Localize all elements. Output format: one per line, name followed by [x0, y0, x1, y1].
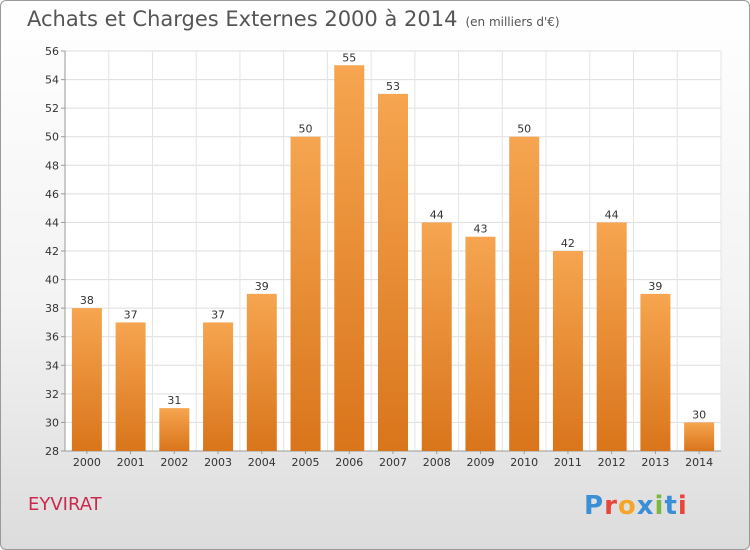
data-label: 50 [299, 123, 313, 136]
x-tick-label: 2007 [379, 456, 407, 469]
data-label: 55 [342, 51, 356, 64]
bar [334, 65, 365, 452]
bar [596, 222, 627, 451]
y-tick-label: 28 [45, 445, 59, 458]
x-tick-label: 2009 [466, 456, 494, 469]
y-tick-label: 56 [45, 45, 59, 58]
y-tick-label: 50 [45, 131, 59, 144]
data-label: 43 [473, 223, 487, 236]
y-tick-label: 34 [45, 359, 59, 372]
data-label: 42 [561, 237, 575, 250]
bar [115, 322, 146, 451]
bar [378, 93, 408, 451]
title-text: Achats et Charges Externes 2000 à 2014 [27, 7, 458, 31]
chart-title: Achats et Charges Externes 2000 à 2014 (e… [27, 7, 560, 31]
data-label: 53 [386, 80, 400, 93]
bar [509, 136, 540, 451]
y-tick-label: 48 [45, 159, 59, 172]
bar [246, 293, 277, 451]
y-tick-label: 42 [45, 245, 59, 258]
x-tick-label: 2008 [423, 456, 451, 469]
x-tick-label: 2002 [160, 456, 188, 469]
data-label: 37 [124, 308, 138, 321]
y-tick-label: 54 [45, 74, 59, 87]
x-tick-label: 2014 [685, 456, 713, 469]
y-tick-label: 52 [45, 102, 59, 115]
bar [203, 322, 234, 451]
proxiti-logo[interactable]: Proxiti [584, 491, 688, 521]
bar [71, 308, 102, 451]
x-tick-label: 2001 [117, 456, 145, 469]
y-tick-label: 30 [45, 416, 59, 429]
x-tick-label: 2012 [598, 456, 626, 469]
y-tick-label: 32 [45, 388, 59, 401]
bar [290, 136, 321, 451]
bar [552, 251, 583, 451]
bars [71, 65, 715, 452]
y-tick-label: 44 [45, 216, 59, 229]
x-tick-label: 2006 [335, 456, 363, 469]
data-label: 50 [517, 123, 531, 136]
x-tick-label: 2010 [510, 456, 538, 469]
logo-letter: P [584, 491, 605, 521]
data-label: 39 [255, 280, 269, 293]
logo-letter: o [617, 491, 637, 521]
bar [159, 408, 190, 451]
chart-subtitle: (en milliers d'€) [465, 15, 560, 29]
x-tick-label: 2000 [73, 456, 101, 469]
logo-letter: r [604, 491, 618, 521]
data-label: 38 [80, 294, 94, 307]
data-label: 30 [692, 408, 706, 421]
logo-letter: i [677, 491, 688, 521]
logo-letter: t [664, 491, 678, 521]
commune-name: EYVIRAT [28, 494, 102, 515]
x-tick-label: 2013 [641, 456, 669, 469]
logo-letter: x [636, 491, 655, 521]
x-tick-label: 2011 [554, 456, 582, 469]
x-tick-label: 2003 [204, 456, 232, 469]
data-label: 37 [211, 308, 225, 321]
data-label: 31 [167, 394, 181, 407]
y-tick-label: 38 [45, 302, 59, 315]
bar [684, 422, 715, 451]
bar [640, 293, 671, 451]
y-tick-label: 46 [45, 188, 59, 201]
y-tick-label: 36 [45, 331, 59, 344]
y-tick-label: 40 [45, 274, 59, 287]
x-tick-label: 2004 [248, 456, 276, 469]
bar [465, 236, 496, 451]
data-label: 39 [648, 280, 662, 293]
x-tick-label: 2005 [292, 456, 320, 469]
bar [421, 222, 452, 451]
logo-letter: i [654, 491, 665, 521]
data-label: 44 [430, 208, 444, 221]
data-label: 44 [605, 208, 619, 221]
labels: 28 30 32 34 36 38 40 42 44 46 48 50 52 54 56 38 2000 37 20… [45, 45, 713, 469]
